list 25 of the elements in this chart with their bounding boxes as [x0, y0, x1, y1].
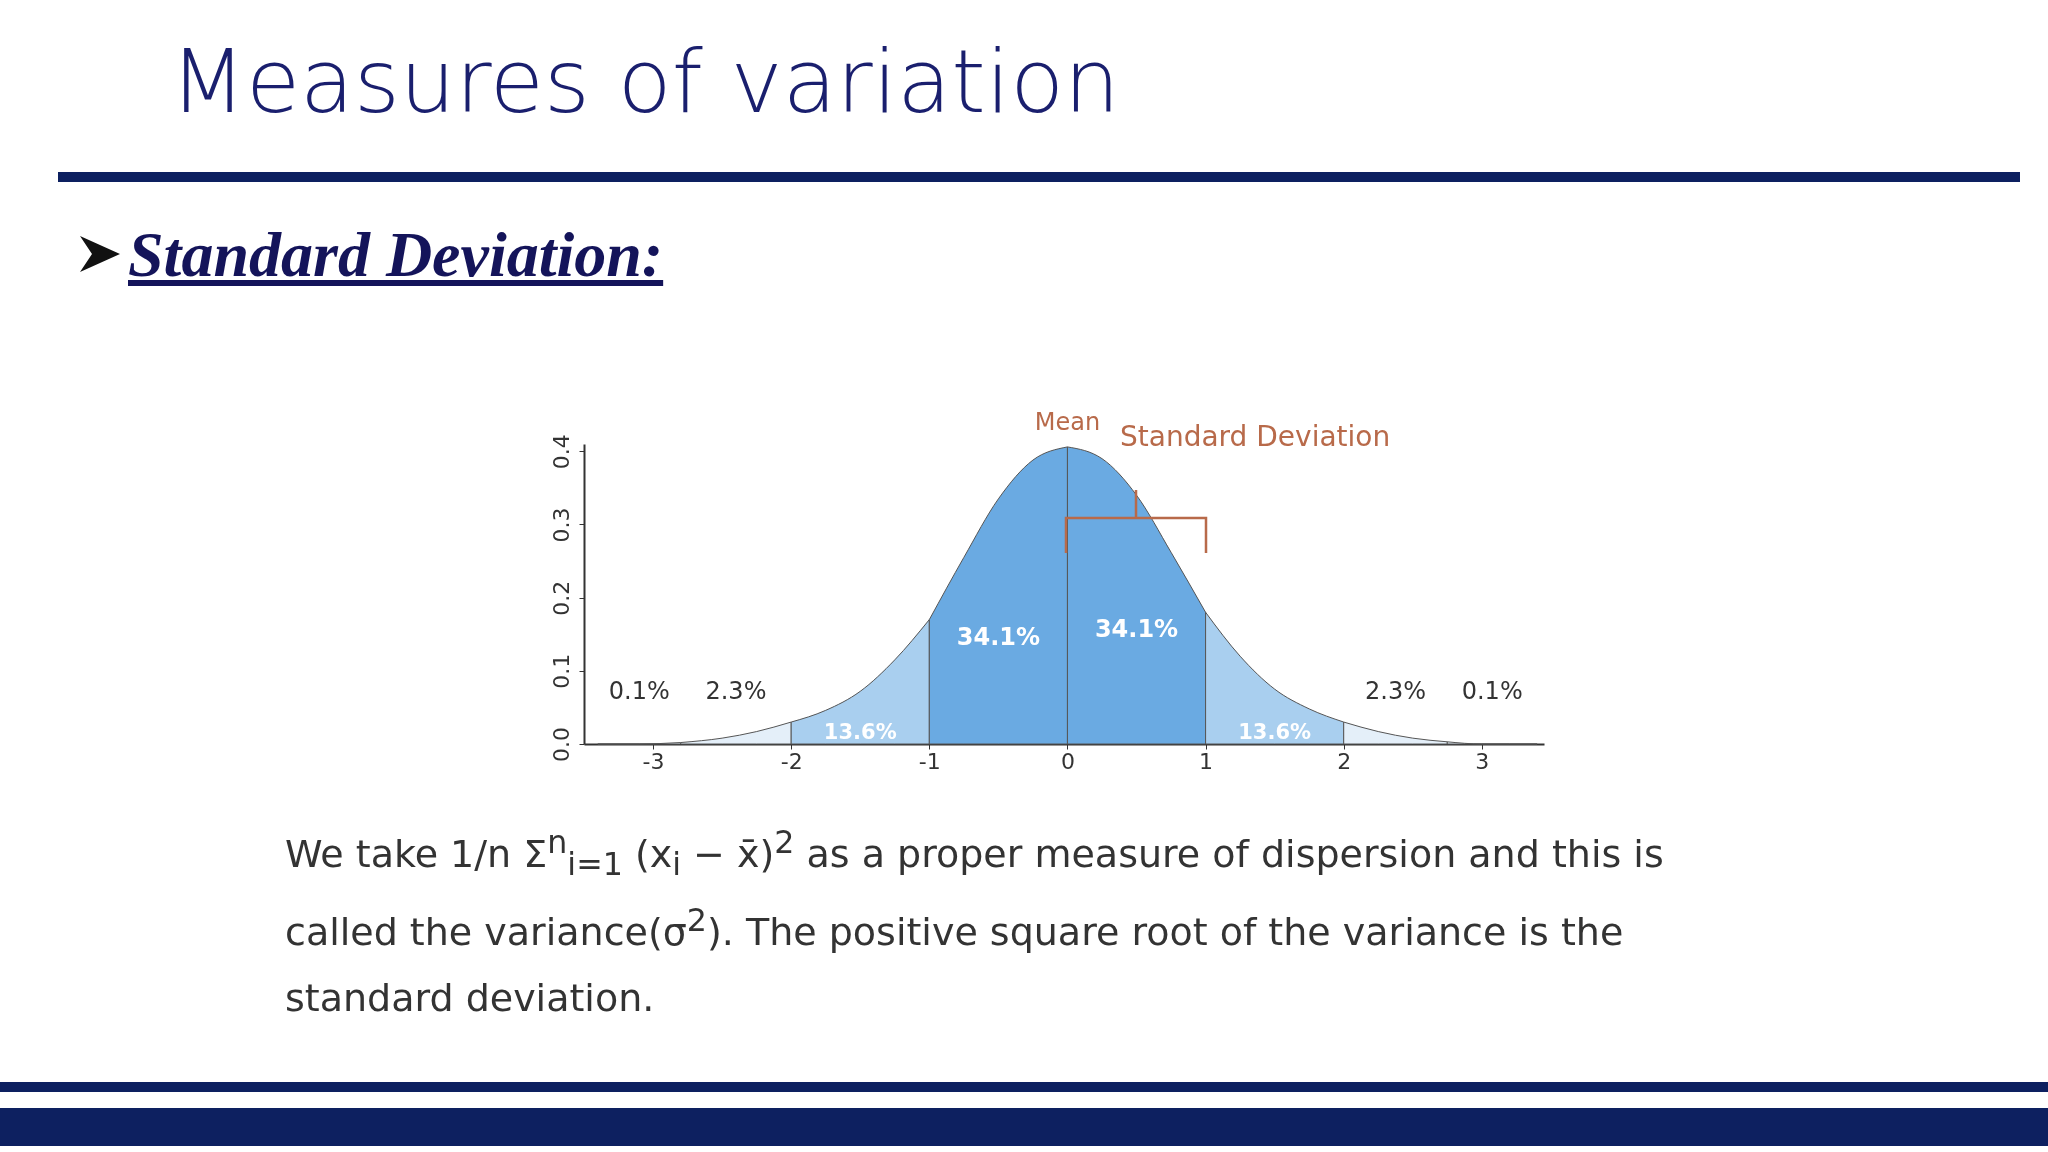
text: We take 1/n Σ$^{n}$$_{i=1}$ (x$_{i}$ − x̄)$^{2}$ as a proper measure of dispersion and this is called the variance(σ$^{2}$). The positive square root of the variance is the standard deviation. [285, 824, 1664, 1020]
chart-subtitle: Standard Deviation: [128, 218, 664, 292]
series-label: 0.1% [608, 677, 670, 705]
x-tick-label: 2 [1337, 748, 1352, 774]
series-label: 34.1% [1094, 615, 1179, 644]
series-label: 13.6% [1238, 720, 1312, 745]
series-label: 34.1% [956, 622, 1041, 651]
y-tick-label: 0.3 [548, 507, 574, 543]
series-label: 0.1% [1461, 677, 1523, 705]
x-tick-label: 0 [1060, 748, 1075, 774]
x-tick-label: -2 [780, 748, 803, 774]
annotation: Standard Deviation [1120, 420, 1391, 453]
x-tick-label: 1 [1199, 748, 1214, 774]
x-tick-label: 3 [1475, 748, 1490, 774]
series-label: 13.6% [823, 720, 897, 745]
y-tick-label: 0.4 [548, 434, 574, 470]
y-tick-label: 0.0 [548, 727, 574, 762]
x-tick-label: -3 [642, 748, 665, 774]
y-tick-label: 0.2 [548, 580, 574, 616]
y-tick-label: 0.1 [548, 653, 574, 689]
series-label: 2.3% [705, 677, 767, 705]
annotation: Mean [1034, 407, 1101, 436]
series-label: 2.3% [1365, 677, 1426, 705]
chart-title: Measures of variation [170, 30, 1120, 133]
x-tick-label: -1 [918, 748, 941, 774]
